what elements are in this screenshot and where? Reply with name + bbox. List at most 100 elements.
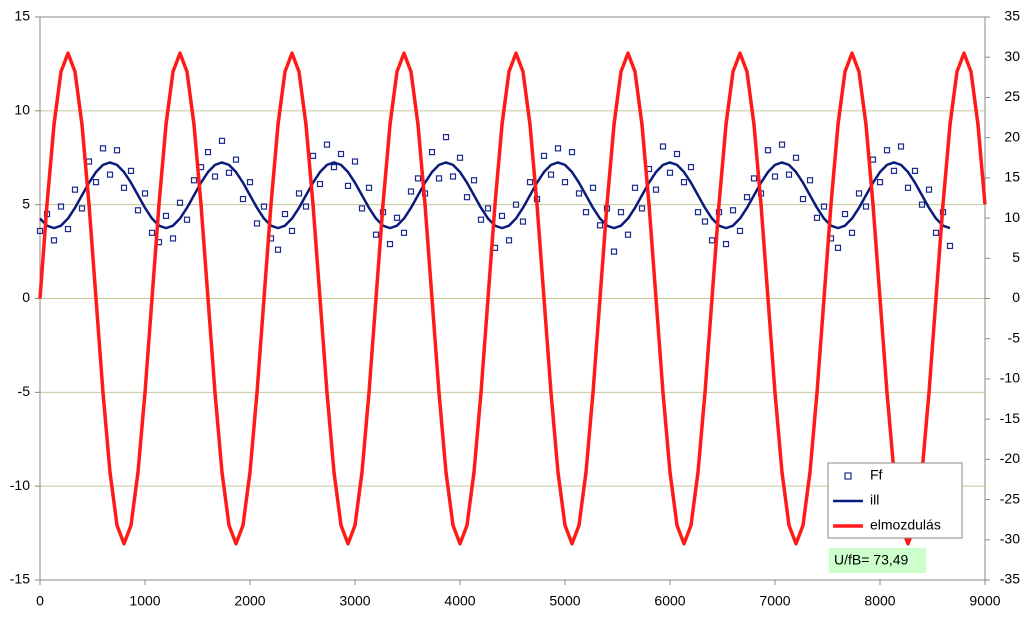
y-tick-label: 0 <box>22 289 30 305</box>
scatter-point <box>449 173 457 180</box>
scatter-point <box>162 212 170 220</box>
scatter-point <box>554 145 562 152</box>
scatter-point <box>400 229 408 236</box>
scatter-point <box>435 175 443 182</box>
scatter-point <box>708 237 716 244</box>
scatter-point <box>624 231 632 238</box>
x-tick-label: 8000 <box>864 593 895 609</box>
y2-tick-label: -10 <box>1000 370 1020 386</box>
scatter-point <box>813 214 821 221</box>
scatter-point <box>106 171 114 178</box>
scatter-point <box>848 229 856 236</box>
scatter-point <box>99 145 107 152</box>
y2-tick-label: 0 <box>1012 289 1020 305</box>
scatter-point <box>918 201 926 208</box>
legend-marker <box>844 472 852 480</box>
scatter-point <box>120 184 128 191</box>
scatter-point <box>841 210 849 218</box>
scatter-point <box>225 169 233 176</box>
annotation-box <box>829 548 926 573</box>
scatter-point <box>869 156 877 163</box>
x-tick-label: 4000 <box>444 593 475 609</box>
annotation: U/fB= 73,49 <box>834 552 909 568</box>
scatter-point <box>85 158 93 165</box>
scatter-point <box>701 218 709 225</box>
y2-tick-label: 35 <box>1004 8 1020 24</box>
scatter-point <box>862 203 870 210</box>
scatter-point <box>218 137 226 144</box>
y2-tick-label: 15 <box>1004 169 1020 185</box>
y2-tick-label: -25 <box>1000 490 1020 506</box>
scatter-point <box>932 229 940 236</box>
y2-tick-label: -35 <box>1000 571 1020 587</box>
scatter-point <box>526 179 534 186</box>
x-tick-label: 7000 <box>759 593 790 609</box>
scatter-point <box>764 147 772 154</box>
scatter-point <box>253 220 261 227</box>
scatter-point <box>806 177 814 184</box>
scatter-point <box>561 179 569 186</box>
scatter-point <box>260 203 268 210</box>
x-tick-label: 9000 <box>969 593 1000 609</box>
scatter-point <box>694 209 702 216</box>
scatter-point <box>407 188 415 195</box>
scatter-point <box>792 154 800 161</box>
y2-tick-label: 10 <box>1004 209 1020 225</box>
scatter-point <box>666 169 674 176</box>
scatter-point <box>540 152 548 159</box>
y2-tick-label: 25 <box>1004 88 1020 104</box>
series-line <box>38 51 987 546</box>
scatter-point <box>771 173 779 180</box>
scatter-point <box>92 179 100 186</box>
scatter-point <box>589 184 597 191</box>
scatter-point <box>57 203 65 210</box>
scatter-point <box>36 227 44 235</box>
y-tick-label: 15 <box>14 8 30 24</box>
scatter-point <box>323 141 331 148</box>
scatter-point <box>652 186 660 193</box>
scatter-point <box>799 195 807 203</box>
y-tick-label: -5 <box>18 383 31 399</box>
scatter-point <box>456 154 464 161</box>
scatter-point <box>351 158 359 165</box>
scatter-point <box>414 175 422 182</box>
scatter-point <box>925 186 933 193</box>
scatter-point <box>750 175 758 182</box>
scatter-point <box>302 203 310 210</box>
scatter-point <box>596 222 604 229</box>
scatter-point <box>428 149 436 156</box>
y2-tick-label: 20 <box>1004 128 1020 144</box>
scatter-point <box>659 143 667 150</box>
scatter-point <box>470 177 478 184</box>
scatter-point <box>498 212 506 220</box>
scatter-point <box>113 147 121 154</box>
scatter-point <box>211 173 219 180</box>
x-tick-label: 5000 <box>549 593 580 609</box>
scatter-point <box>876 179 884 186</box>
x-tick-label: 1000 <box>129 593 160 609</box>
scatter-point <box>64 225 72 233</box>
scatter-point <box>204 149 212 156</box>
scatter-point <box>729 207 737 214</box>
scatter-point <box>610 248 618 255</box>
scatter-point <box>505 237 513 244</box>
scatter-point <box>330 164 338 171</box>
x-tick-label: 2000 <box>234 593 265 609</box>
scatter-point <box>148 229 156 236</box>
scatter-point <box>281 210 289 218</box>
scatter-point <box>71 186 79 193</box>
scatter-point <box>946 242 954 250</box>
scatter-point <box>722 240 730 248</box>
y2-tick-label: 30 <box>1004 48 1020 64</box>
y2-tick-label: 5 <box>1012 249 1020 265</box>
y-tick-label: -15 <box>10 571 30 587</box>
scatter-point <box>190 177 198 184</box>
scatter-point <box>673 150 681 158</box>
y-tick-label: 5 <box>22 195 30 211</box>
scatter-point <box>568 149 576 156</box>
scatter-point <box>246 179 254 186</box>
scatter-point <box>295 190 303 197</box>
scatter-point <box>743 194 751 201</box>
scatter-point <box>127 167 135 174</box>
x-tick-label: 3000 <box>339 593 370 609</box>
